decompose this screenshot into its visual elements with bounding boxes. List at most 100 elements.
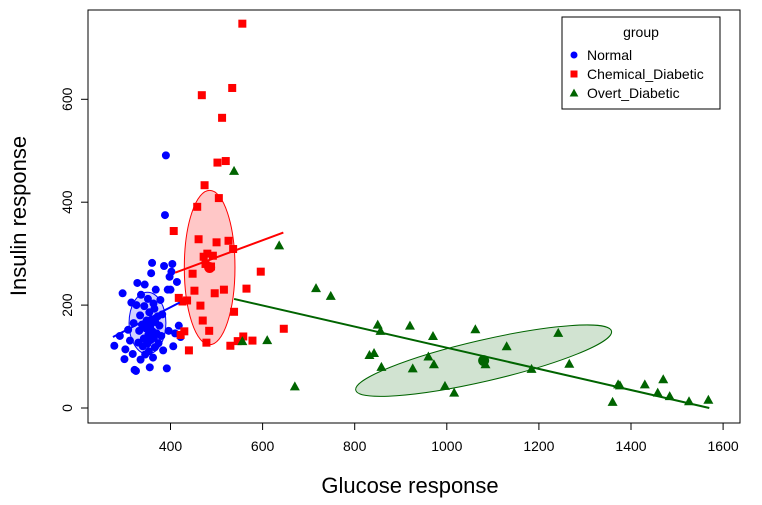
- overt-diabetic-point: [470, 324, 481, 334]
- x-tick-label: 800: [343, 438, 367, 454]
- chemical-diabetic-fit-line: [174, 231, 284, 274]
- overt-diabetic-point: [404, 320, 415, 330]
- chemical-diabetic-point: [213, 158, 222, 167]
- normal-point: [168, 259, 177, 268]
- normal-point: [151, 285, 160, 294]
- chemical-diabetic-point: [202, 338, 211, 347]
- chemical-diabetic-point: [228, 83, 237, 92]
- overt-diabetic-point: [376, 361, 387, 371]
- normal-point: [154, 339, 163, 348]
- overt-diabetic-centroid: [478, 355, 490, 367]
- legend-label-overt-diabetic: Overt_Diabetic: [587, 85, 680, 101]
- chemical-diabetic-point: [221, 157, 230, 166]
- chemical-diabetic-point: [219, 285, 228, 294]
- chemical-diabetic-point: [230, 307, 239, 316]
- chemical-diabetic-point: [198, 316, 207, 325]
- chemical-diabetic-point: [169, 227, 178, 236]
- overt-diabetic-point: [423, 351, 434, 361]
- overt-diabetic-point: [564, 358, 575, 368]
- chemical-diabetic-point: [190, 286, 199, 295]
- overt-diabetic-point: [428, 359, 439, 369]
- normal-point: [132, 301, 141, 310]
- overt-diabetic-point: [369, 347, 380, 357]
- y-axis-title: Insulin response: [6, 136, 31, 296]
- overt-diabetic-point: [311, 283, 322, 293]
- chemical-diabetic-point: [226, 341, 235, 350]
- centroids-layer: [141, 262, 490, 367]
- legend-marker-chemical-diabetic: [570, 70, 578, 78]
- normal-point: [121, 345, 130, 354]
- normal-point: [162, 364, 171, 373]
- overt-diabetic-point: [652, 387, 663, 397]
- x-tick-label: 1200: [523, 438, 554, 454]
- x-tick-label: 400: [159, 438, 183, 454]
- chemical-diabetic-point: [180, 327, 189, 336]
- chemical-diabetic-point: [183, 296, 192, 305]
- x-tick-label: 600: [251, 438, 275, 454]
- normal-point: [135, 326, 144, 335]
- x-tick-label: 1000: [431, 438, 462, 454]
- chemical-diabetic-point: [196, 301, 205, 310]
- normal-point: [136, 355, 145, 364]
- chemical-diabetic-point: [178, 297, 187, 306]
- normal-point: [159, 346, 168, 355]
- normal-point: [143, 294, 152, 303]
- chemical-diabetic-point: [233, 337, 242, 346]
- legend-marker-overt-diabetic: [569, 88, 579, 97]
- legend-marker-normal: [570, 51, 578, 59]
- overt-diabetic-point: [526, 363, 537, 373]
- chemical-diabetic-point: [238, 19, 247, 28]
- chemical-diabetic-point: [208, 251, 217, 260]
- chemical-diabetic-point: [184, 346, 193, 355]
- legend: group Normal Chemical_Diabetic Overt_Diabe…: [561, 16, 721, 110]
- chemical-diabetic-point: [200, 181, 209, 190]
- chemical-diabetic-point: [256, 267, 265, 276]
- chemical-diabetic-point: [218, 113, 227, 122]
- overt-diabetic-point: [439, 380, 450, 390]
- overt-diabetic-point: [658, 374, 669, 384]
- normal-point: [160, 211, 169, 220]
- normal-centroid: [141, 317, 153, 329]
- overt-diabetic-point: [274, 240, 285, 250]
- normal-point: [147, 269, 156, 278]
- overt-diabetic-point: [703, 394, 714, 404]
- normal-point: [169, 342, 178, 351]
- chemical-diabetic-point: [210, 289, 219, 298]
- overt-diabetic-point: [325, 290, 336, 300]
- y-tick-label: 200: [59, 293, 75, 317]
- normal-point: [160, 261, 169, 270]
- normal-point: [155, 321, 164, 330]
- normal-point: [167, 267, 176, 276]
- chemical-diabetic-point: [212, 238, 221, 247]
- normal-point: [131, 366, 140, 375]
- chemical-diabetic-point: [242, 284, 251, 293]
- overt-diabetic-point: [407, 363, 418, 373]
- chemical-diabetic-centroid: [204, 262, 216, 274]
- x-axis-title: Glucose response: [321, 473, 498, 498]
- chemical-diabetic-point: [224, 236, 233, 245]
- overt-diabetic-point: [237, 336, 248, 346]
- normal-point: [161, 151, 170, 160]
- overt-diabetic-point: [262, 335, 273, 345]
- normal-point: [157, 331, 166, 340]
- chemical-diabetic-point: [239, 332, 248, 341]
- chemical-diabetic-point: [279, 324, 288, 333]
- chemical-diabetic-point: [197, 91, 206, 100]
- chemical-diabetic-point: [203, 249, 212, 258]
- normal-point: [137, 290, 146, 299]
- y-tick-label: 0: [59, 404, 75, 412]
- x-tick-label: 1400: [615, 438, 646, 454]
- overt-diabetic-fit-line: [233, 297, 710, 409]
- y-tick-label: 400: [59, 190, 75, 214]
- normal-point: [164, 326, 173, 335]
- normal-point: [156, 295, 165, 304]
- normal-point: [148, 258, 157, 267]
- overt-diabetic-point: [501, 341, 512, 351]
- overt-diabetic-point: [553, 327, 564, 337]
- overt-diabetic-point: [229, 165, 240, 175]
- normal-point: [166, 285, 175, 294]
- axes-layer: 400 600 800 1000 1200 1400 1600 0 200 400 600: [59, 87, 739, 454]
- legend-box: [561, 16, 721, 110]
- overt-diabetic-point: [427, 330, 438, 340]
